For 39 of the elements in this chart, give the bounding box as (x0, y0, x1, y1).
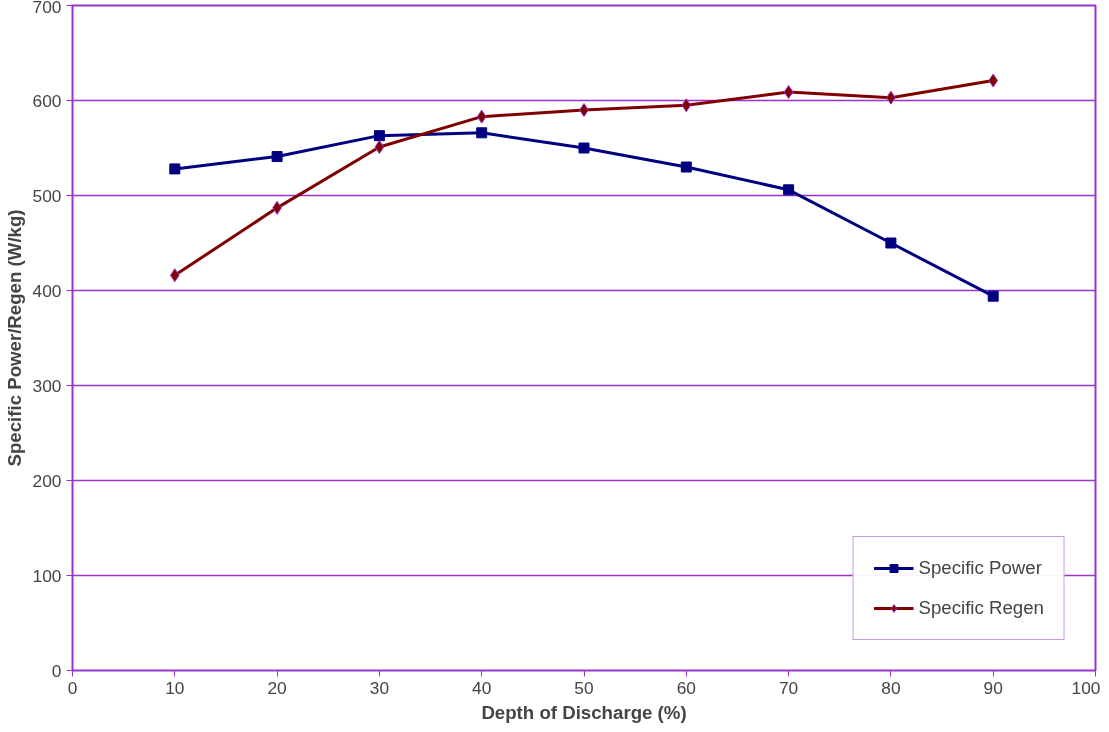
point (271, 151, 283, 163)
y-tick-label: 100 (32, 565, 62, 586)
point (476, 127, 488, 139)
y-tick-label: 500 (32, 185, 62, 206)
y-tick-label: 400 (32, 280, 62, 301)
x-tick-label: 90 (983, 677, 1003, 698)
x-tick-label: 100 (1071, 677, 1101, 698)
point (169, 163, 181, 175)
point (885, 237, 897, 249)
point (374, 140, 385, 155)
x-tick-label: 40 (472, 677, 492, 698)
x-axis-title: Depth of Discharge (%) (481, 701, 687, 723)
x-tick-label: 10 (165, 677, 185, 698)
x-tick-label: 80 (881, 677, 901, 698)
point (476, 109, 487, 124)
y-tick-label: 600 (32, 90, 62, 111)
x-tick-label: 50 (574, 677, 594, 698)
y-tick-label: 700 (32, 0, 62, 17)
point (681, 98, 692, 113)
point (783, 184, 795, 196)
x-tick-label: 70 (778, 677, 799, 698)
point (783, 84, 794, 99)
x-tick-label: 30 (369, 677, 390, 698)
x-tick-label: 60 (676, 677, 696, 698)
legend-label: Specific Power (918, 557, 1042, 579)
point (988, 73, 999, 88)
x-tick-label: 0 (67, 677, 78, 698)
y-tick-label: 0 (51, 660, 62, 681)
point (578, 142, 590, 154)
legend-label: Specific Regen (918, 597, 1044, 619)
point (169, 268, 180, 283)
point (373, 130, 385, 142)
x-tick-label: 20 (267, 677, 287, 698)
point (579, 103, 589, 117)
y-tick-label: 300 (32, 375, 62, 396)
y-axis-title: Specific Power/Regen (W/kg) (3, 209, 25, 467)
point (680, 161, 692, 173)
y-tick-label: 200 (32, 470, 62, 491)
point (987, 290, 999, 302)
